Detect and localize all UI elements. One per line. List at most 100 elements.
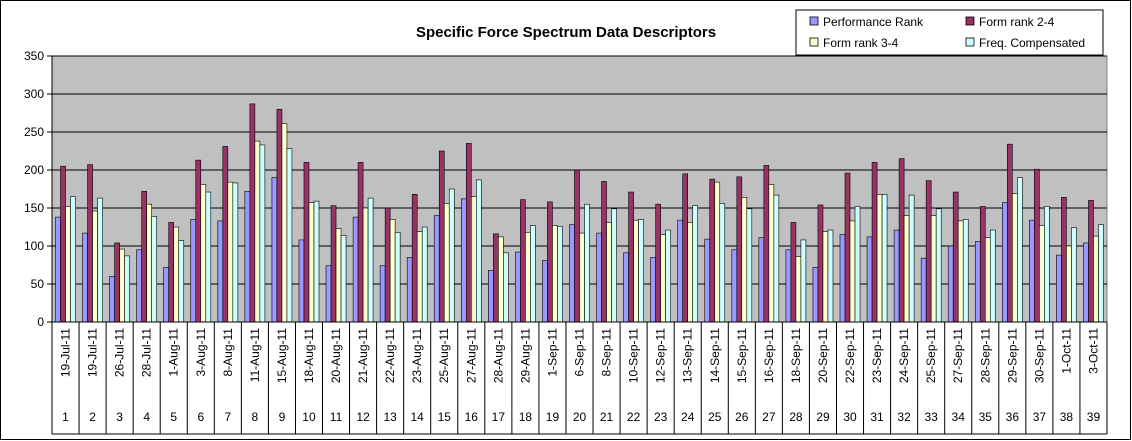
x-category-number: 32	[897, 410, 911, 424]
bar-2-2	[87, 164, 93, 323]
bar-2-11	[330, 205, 337, 323]
x-category-number: 6	[197, 410, 204, 424]
x-category-number: 39	[1087, 410, 1101, 424]
x-category-number: 30	[843, 410, 857, 424]
x-category-label: 22-Aug-11	[383, 328, 397, 383]
bar-3-36	[1012, 193, 1018, 323]
bar-1-20	[569, 224, 575, 323]
bar-4-18	[530, 225, 536, 323]
bar-4-11	[340, 235, 347, 323]
bar-3-19	[552, 225, 558, 323]
bar-3-32	[903, 215, 910, 323]
bar-4-24	[692, 205, 699, 323]
legend-label-3: Form rank 3-4	[823, 36, 899, 50]
bar-1-4	[136, 249, 142, 323]
x-category-label: 6-Sep-11	[573, 328, 587, 377]
x-category-label: 15-Aug-11	[275, 328, 289, 383]
bar-2-7	[222, 146, 229, 323]
x-category-label: 10-Sep-11	[627, 328, 641, 383]
bar-4-26	[746, 208, 753, 323]
x-category-label: 28-Sep-11	[978, 328, 992, 383]
axis-layer: 0 50 100 150 200 250 300 350 19-Jul-11 1 19-Jul-11…	[24, 49, 1108, 435]
bar-2-13	[384, 207, 391, 323]
y-tick-label: 150	[24, 201, 44, 215]
bar-2-27	[763, 165, 770, 323]
bar-4-16	[475, 179, 482, 323]
bar-4-19	[557, 225, 563, 323]
bar-4-7	[232, 182, 239, 323]
x-category-number: 9	[279, 410, 286, 424]
x-category-label: 24-Sep-11	[897, 328, 911, 383]
x-category-label: 15-Sep-11	[735, 328, 749, 383]
bar-4-27	[773, 194, 780, 323]
bar-2-34	[952, 191, 959, 323]
bar-1-10	[298, 239, 305, 323]
bar-2-38	[1061, 197, 1067, 323]
bar-1-35	[974, 241, 981, 323]
x-category-label: 3-Oct-11	[1086, 328, 1100, 374]
x-category-number: 26	[735, 410, 749, 424]
bar-2-16	[465, 143, 472, 323]
bar-1-31	[866, 236, 873, 323]
bar-3-14	[416, 231, 423, 323]
x-category-number: 11	[330, 410, 343, 424]
y-tick-label: 100	[24, 239, 44, 253]
bar-3-35	[984, 237, 991, 323]
bar-1-1	[55, 216, 61, 323]
x-category-label: 18-Aug-11	[302, 328, 316, 383]
bar-2-6	[195, 159, 202, 323]
chart-title: Specific Force Spectrum Data Descriptors	[416, 24, 716, 41]
bar-1-36	[1002, 202, 1008, 323]
x-category-number: 7	[224, 410, 231, 424]
bar-4-13	[394, 232, 401, 323]
bar-4-1	[70, 196, 76, 323]
bar-2-4	[141, 190, 147, 323]
x-category-label: 19-Jul-11	[59, 328, 73, 377]
x-category-label: 25-Sep-11	[924, 328, 938, 383]
legend-swatch-1	[809, 16, 819, 26]
bar-3-29	[822, 231, 829, 323]
x-category-label: 21-Aug-11	[356, 328, 370, 383]
bar-2-36	[1007, 143, 1013, 323]
x-category-label: 29-Aug-11	[518, 328, 532, 383]
bar-4-30	[854, 206, 861, 323]
bar-3-20	[579, 232, 585, 323]
legend-swatch-4	[965, 37, 975, 47]
bar-3-1	[65, 206, 71, 323]
bar-2-24	[682, 173, 689, 323]
bar-3-3	[119, 248, 125, 323]
bar-4-3	[124, 255, 130, 323]
bar-3-37	[1039, 225, 1045, 323]
bar-2-22	[628, 191, 634, 323]
bar-3-4	[146, 203, 152, 323]
x-category-number: 14	[411, 410, 425, 424]
x-category-number: 29	[816, 410, 830, 424]
x-category-label: 19-Jul-11	[86, 328, 100, 377]
x-category-label: 28-Jul-11	[140, 328, 154, 377]
bar-2-12	[357, 162, 364, 323]
bar-3-28	[795, 256, 802, 323]
bar-3-31	[876, 194, 883, 323]
bar-4-15	[448, 188, 455, 323]
legend-label-2: Form rank 2-4	[979, 15, 1055, 29]
bar-1-8	[244, 190, 251, 323]
bar-4-6	[205, 191, 212, 323]
x-category-label: 20-Aug-11	[329, 328, 343, 383]
x-category-number: 12	[356, 410, 370, 424]
legend: Performance Rank Form rank 2-4 Form rank 3…	[795, 9, 1104, 56]
x-category-number: 16	[465, 410, 479, 424]
bar-1-3	[109, 276, 115, 323]
x-category-number: 15	[438, 410, 452, 424]
y-tick-label: 200	[24, 163, 44, 177]
x-category-label: 23-Sep-11	[870, 328, 884, 383]
x-category-number: 37	[1033, 410, 1047, 424]
bar-3-25	[714, 181, 721, 323]
legend-label-4: Freq. Compensated	[979, 36, 1085, 50]
bar-4-38	[1071, 227, 1077, 323]
bar-3-23	[660, 234, 666, 323]
x-category-label: 23-Aug-11	[410, 328, 424, 383]
x-category-number: 5	[170, 410, 177, 424]
x-category-number: 10	[302, 410, 316, 424]
x-category-label: 20-Sep-11	[816, 328, 830, 383]
bar-1-7	[217, 220, 224, 323]
